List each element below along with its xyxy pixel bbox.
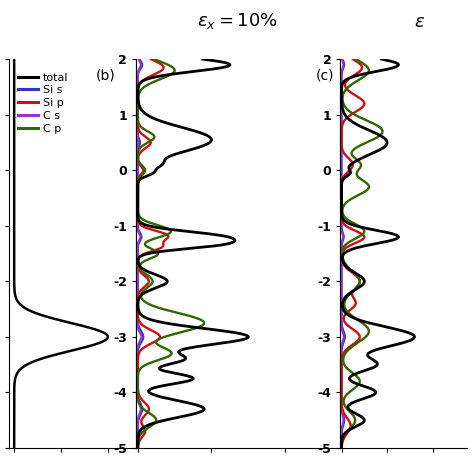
Text: (b): (b): [96, 69, 115, 83]
Text: $\varepsilon$: $\varepsilon$: [414, 13, 425, 31]
Text: $\varepsilon_x = 10\%$: $\varepsilon_x = 10\%$: [197, 11, 277, 31]
Text: (c): (c): [316, 69, 334, 83]
Legend: total, Si s, Si p, C s, C p: total, Si s, Si p, C s, C p: [18, 73, 69, 134]
